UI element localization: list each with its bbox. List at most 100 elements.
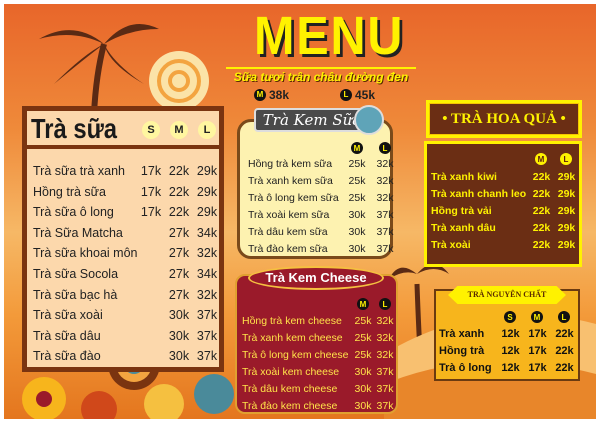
menu-item: Trà sữa đào 30k 37k bbox=[33, 349, 221, 369]
item-name: Trà xoài kem sữa bbox=[248, 209, 330, 221]
featured-price-m: M 38k bbox=[254, 88, 289, 102]
size-m-badge: M bbox=[357, 298, 369, 310]
price-l: 29k bbox=[196, 164, 218, 178]
menu-item: Trà sữa trà xanh 17k 22k 29k bbox=[33, 164, 221, 184]
price-m: 25k bbox=[348, 158, 366, 170]
price-m: 22k bbox=[532, 222, 551, 234]
price-l: 32k bbox=[376, 349, 394, 361]
price-l: 29k bbox=[196, 205, 218, 220]
menu-item: Trà xanh kem cheese 25k 32k bbox=[242, 332, 396, 349]
price-l: 37k bbox=[196, 349, 218, 364]
menu-item: Trà xoài kem sữa 30k 37k bbox=[248, 209, 399, 226]
price-m: 25k bbox=[348, 175, 366, 187]
price-m: 22k bbox=[168, 205, 190, 220]
menu-item: Trà đào kem cheese 30k 37k bbox=[242, 400, 396, 417]
price-l: 22k bbox=[555, 362, 574, 374]
item-name: Trà sữa đào bbox=[33, 349, 101, 364]
size-l-badge: L bbox=[379, 298, 391, 310]
item-name: Trà xanh chanh leo bbox=[431, 188, 527, 200]
size-m-badge: M bbox=[531, 311, 543, 323]
size-l-badge: L bbox=[198, 121, 216, 139]
menu-item: Trà xanh 12k 17k 22k bbox=[439, 328, 578, 345]
price-m: 25k bbox=[354, 315, 372, 327]
price-l: 37k bbox=[376, 243, 394, 255]
tra-kem-cheese-panel: M L Hồng trà kem cheese 25k 32k Trà xanh ke… bbox=[235, 274, 398, 414]
size-l-badge: L bbox=[560, 153, 572, 165]
item-name: Trà sữa bạc hà bbox=[33, 287, 118, 302]
price-l: 29k bbox=[557, 188, 576, 200]
menu-item: Hồng trà kem cheese 25k 32k bbox=[242, 315, 396, 332]
item-name: Trà xanh bbox=[439, 328, 485, 340]
price-s: 12k bbox=[501, 345, 520, 357]
price-m: 30k bbox=[354, 383, 372, 395]
price-m: 27k bbox=[168, 267, 190, 281]
panel-header: Trà sữa S M L bbox=[27, 111, 219, 149]
menu-item: Hồng trà sữa 17k 22k 29k bbox=[33, 185, 221, 205]
price-l: 29k bbox=[196, 184, 218, 199]
price-m: 30k bbox=[354, 366, 372, 378]
menu-item: Trà ô long 12k 17k 22k bbox=[439, 362, 578, 379]
price-m: 30k bbox=[168, 349, 190, 364]
size-m-badge: M bbox=[254, 89, 266, 101]
price-l: 32k bbox=[376, 192, 394, 204]
menu-title: MENU bbox=[254, 6, 405, 66]
menu-item: Trà xanh kiwi 22k 29k bbox=[431, 171, 579, 188]
featured-price-l: L 45k bbox=[340, 88, 375, 102]
menu-item: Trà sữa khoai môn 27k 32k bbox=[33, 246, 221, 266]
price-l: 22k bbox=[555, 345, 574, 357]
item-name: Trà sữa khoai môn bbox=[33, 246, 138, 261]
price-l: 34k bbox=[196, 225, 218, 240]
size-m-badge: M bbox=[535, 153, 547, 165]
menu-item: Hồng trà kem sữa 25k 32k bbox=[248, 158, 399, 175]
panel-title: TRÀ NGUYÊN CHẤT bbox=[448, 286, 566, 304]
price-l: 34k bbox=[196, 267, 218, 281]
item-name: Hồng trà sữa bbox=[33, 184, 106, 199]
item-name: Trà đào kem cheese bbox=[242, 400, 338, 412]
price-m: 17k bbox=[528, 362, 547, 374]
price-l: 32k bbox=[376, 315, 394, 327]
item-name: Trà sữa ô long bbox=[33, 205, 114, 220]
item-name: Trà dâu kem sữa bbox=[248, 226, 328, 238]
item-name: Trà sữa xoài bbox=[33, 308, 103, 323]
price-s bbox=[137, 329, 165, 349]
item-name: Hồng trà kem cheese bbox=[242, 315, 342, 327]
size-m-badge: M bbox=[170, 121, 188, 139]
menu-item: Trà Sữa Matcha 27k 34k bbox=[33, 226, 221, 246]
price-l: 37k bbox=[376, 400, 394, 412]
sun-spiral-decoration bbox=[149, 51, 209, 106]
item-name: Hồng trà kem sữa bbox=[248, 158, 333, 170]
menu-item: Trà sữa xoài 30k 37k bbox=[33, 308, 221, 328]
menu-item: Trà xanh dâu 22k 29k bbox=[431, 222, 579, 239]
item-name: Trà dâu kem cheese bbox=[242, 383, 338, 395]
tra-hoa-qua-header: • TRÀ HOA QUẢ • bbox=[426, 100, 582, 138]
menu-item: Trà xanh chanh leo 22k 29k bbox=[431, 188, 579, 205]
price-l: 29k bbox=[557, 222, 576, 234]
menu-item: Trà xanh kem sữa 25k 32k bbox=[248, 175, 399, 192]
item-name: Trà xanh dâu bbox=[431, 222, 496, 234]
menu-item: Trà sữa bạc hà 27k 32k bbox=[33, 288, 221, 308]
panel-title: Trà sữa bbox=[31, 113, 118, 144]
price-l: 32k bbox=[376, 332, 394, 344]
price-m: 22k bbox=[532, 239, 551, 251]
item-name: Trà sữa dâu bbox=[33, 328, 101, 343]
price-m: 30k bbox=[168, 308, 190, 323]
price-s bbox=[137, 349, 165, 369]
menu-item: Trà ô long kem sữa 25k 32k bbox=[248, 192, 399, 209]
item-name: Trà đào kem sữa bbox=[248, 243, 328, 255]
price-m: 22k bbox=[532, 171, 551, 183]
price-l: 32k bbox=[196, 287, 218, 302]
price-s bbox=[137, 308, 165, 328]
size-l-badge: L bbox=[558, 311, 570, 323]
panel-title: • TRÀ HOA QUẢ • bbox=[429, 103, 579, 135]
price-m: 17k bbox=[528, 328, 547, 340]
price-m: 30k bbox=[348, 226, 366, 238]
price-l: 32k bbox=[196, 246, 218, 261]
menu-item: Trà dâu kem sữa 30k 37k bbox=[248, 226, 399, 243]
price-s bbox=[137, 288, 165, 308]
item-name: Trà ô long kem sữa bbox=[248, 192, 339, 204]
item-name: Trà ô long kem cheese bbox=[242, 349, 349, 361]
item-name: Trà sữa Socola bbox=[33, 267, 119, 281]
featured-drink-name: Sữa tươi trân châu đường đen bbox=[226, 67, 416, 84]
price-m: 22k bbox=[532, 188, 551, 200]
menu-item: Trà đào kem sữa 30k 37k bbox=[248, 243, 399, 260]
